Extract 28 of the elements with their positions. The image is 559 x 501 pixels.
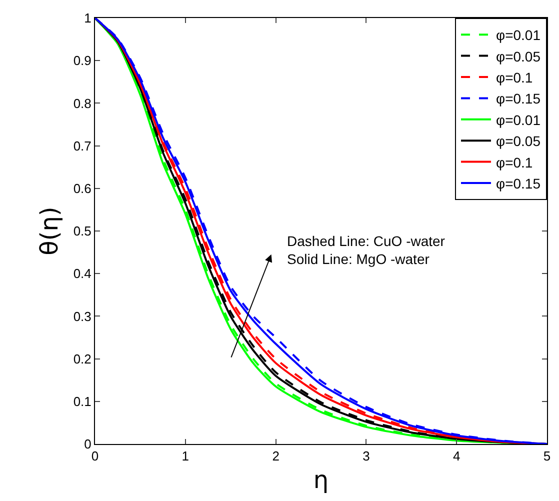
- legend-label: φ=0.01: [496, 112, 541, 128]
- legend-label: φ=0.1: [496, 154, 533, 170]
- annotation: Dashed Line: CuO -water: [287, 233, 446, 249]
- y-tick-label: 0.8: [73, 96, 92, 111]
- annotation: Solid Line: MgO -water: [287, 251, 430, 268]
- x-tick-label: 4: [452, 448, 460, 464]
- y-tick-label: 0.2: [73, 351, 92, 366]
- y-tick-label: 0.5: [73, 224, 92, 239]
- x-tick-label: 5: [543, 448, 551, 464]
- legend-label: φ=0.15: [496, 90, 541, 107]
- y-tick-label: 0.1: [73, 394, 92, 409]
- x-tick-label: 2: [272, 448, 280, 464]
- y-tick-label: 0.4: [73, 266, 92, 282]
- legend-label: φ=0.05: [496, 133, 541, 150]
- y-tick-label: 0.6: [73, 180, 92, 196]
- y-tick-label: 0.7: [73, 138, 92, 154]
- legend-label: φ=0.05: [496, 48, 541, 64]
- y-tick-label: 0: [84, 436, 92, 452]
- y-tick-label: 1: [84, 10, 92, 26]
- x-tick-label: 3: [362, 448, 370, 464]
- y-axis-title: θ(η): [35, 206, 64, 256]
- legend-label: φ=0.15: [496, 175, 541, 192]
- y-tick-label: 0.9: [73, 53, 92, 68]
- legend-label: φ=0.1: [496, 69, 533, 86]
- x-axis-title: η: [313, 466, 329, 494]
- legend-label: φ=0.01: [496, 27, 541, 44]
- x-tick-label: 1: [182, 448, 190, 464]
- y-tick-label: 0.3: [73, 308, 92, 324]
